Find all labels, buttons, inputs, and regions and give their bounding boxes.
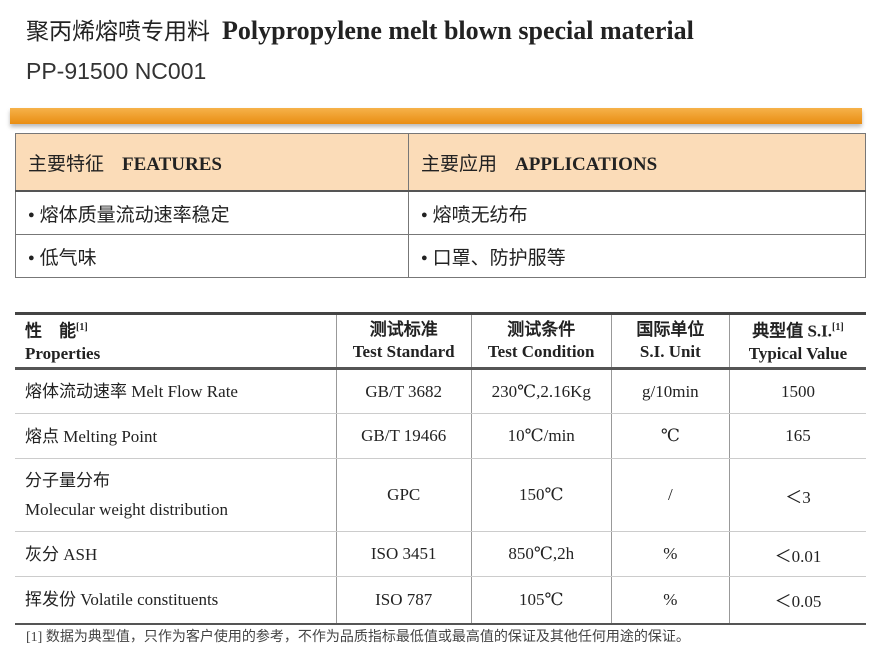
column-en: S.I. Unit: [639, 342, 701, 361]
column-zh: 典型值 S.I.: [752, 321, 833, 341]
cell-text: ＜0.05: [774, 592, 822, 612]
cell-text: 10℃/min: [507, 426, 575, 445]
property-name: 挥发份 Volatile constituents: [25, 590, 219, 610]
row: 低气味口罩、防护服等: [15, 234, 866, 278]
item: 熔体质量流动速率稳定: [15, 190, 409, 235]
column-en: Typical Value: [748, 343, 848, 363]
note-ref: [1]: [76, 322, 88, 334]
cell: 熔体流动速率 Melt Flow Rate: [15, 368, 337, 414]
cell: 165: [728, 413, 866, 459]
cell: GB/T 19466: [335, 413, 472, 459]
cell-text: g/10min: [642, 381, 699, 401]
column-en: Test Condition: [487, 342, 595, 361]
cell-text: 850℃,2h: [508, 544, 575, 563]
title-zh: 聚丙烯熔喷专用料: [26, 19, 210, 44]
column-zh: 性 能: [25, 321, 76, 341]
row: 灰分 ASH ISO 3451 850℃,2h% ＜0.01: [15, 531, 866, 577]
cell: 挥发份 Volatile constituents: [15, 576, 337, 625]
cell: %: [610, 531, 730, 577]
heading-zh: 主要应用: [421, 153, 498, 175]
row: 分子量分布 Molecular weight distribution GPC 150…: [15, 458, 866, 532]
row: 挥发份 Volatile constituents ISO 787 105℃% ＜0.…: [15, 576, 866, 625]
cell-text: ＜0.01: [774, 546, 822, 566]
footnote: [1] 数据为典型值，只作为客户使用的参考，不作为品质指标最低值或最高值的保证及…: [26, 630, 690, 645]
cell: GPC: [335, 458, 472, 532]
cell: ℃: [610, 413, 730, 459]
cell: 10℃/min: [470, 413, 612, 459]
property-name: Molecular weight distribution: [25, 500, 229, 519]
cell: 105℃: [470, 576, 612, 625]
cell: /: [610, 458, 730, 532]
cell: %: [610, 576, 730, 625]
row: 熔体流动速率 Melt Flow Rate GB/T 3682 230℃,2.16K…: [15, 368, 866, 414]
cell-text: %: [663, 589, 678, 609]
column-header: 性 能[1] Properties: [15, 312, 337, 370]
header-cell: 主要应用 APPLICATIONS: [408, 133, 866, 192]
cell: ＜0.05: [728, 576, 866, 625]
column-en: Properties: [25, 343, 101, 363]
heading-zh: 主要特征: [28, 153, 105, 175]
cell-text: ＜3: [785, 487, 811, 507]
cell: GB/T 3682: [335, 368, 472, 414]
cell-text: /: [667, 485, 673, 504]
cell-text: 105℃: [518, 589, 564, 609]
cell: ISO 787: [335, 576, 472, 625]
cell-text: 150℃: [518, 485, 564, 504]
column-zh: 测试标准: [369, 320, 438, 339]
features-table: 主要特征 FEATURES 主要应用 APPLICATIONS 熔体质量流动速率稳定…: [15, 133, 866, 278]
property-name: 灰分 ASH: [25, 544, 98, 564]
column-zh: 国际单位: [636, 320, 705, 339]
header-row: 性 能[1] Properties 测试标准 Test Standard 测试条件 Tes…: [15, 312, 866, 370]
cell: g/10min: [610, 368, 730, 414]
cell: ＜0.01: [728, 531, 866, 577]
item: 熔喷无纺布: [408, 190, 866, 235]
cell-text: GPC: [387, 485, 421, 504]
item: 低气味: [15, 234, 409, 278]
cell-text: GB/T 3682: [365, 381, 443, 401]
cell-text: 1500: [780, 381, 815, 401]
cell-text: %: [663, 544, 678, 563]
column-header: 国际单位 S.I. Unit: [610, 312, 730, 370]
product-code: PP-91500 NC001: [26, 58, 207, 84]
header-cell: 主要特征 FEATURES: [15, 133, 409, 192]
column-header: 测试条件 Test Condition: [470, 312, 612, 370]
column-header: 测试标准 Test Standard: [335, 312, 472, 370]
property-name: 熔体流动速率 Melt Flow Rate: [25, 382, 238, 401]
cell: 分子量分布 Molecular weight distribution: [15, 458, 337, 532]
column-zh: 测试条件: [507, 320, 576, 339]
header-row: 主要特征 FEATURES 主要应用 APPLICATIONS: [15, 133, 866, 192]
cell-text: ISO 787: [375, 589, 433, 609]
cell: 850℃,2h: [470, 531, 612, 577]
row: 熔体质量流动速率稳定熔喷无纺布: [15, 190, 866, 235]
cell: 灰分 ASH: [15, 531, 337, 577]
row: 熔点 Melting Point GB/T 19466 10℃/min ℃ 165: [15, 413, 866, 459]
accent-bar: [10, 108, 862, 124]
column-header: 典型值 S.I.[1] Typical Value: [728, 312, 866, 370]
cell-text: ℃: [660, 426, 680, 445]
cell: 150℃: [470, 458, 612, 532]
note-ref: [1]: [832, 322, 844, 334]
cell: ＜3: [728, 458, 866, 532]
cell: 230℃,2.16Kg: [470, 368, 612, 414]
cell-text: 165: [785, 426, 811, 445]
heading-en: FEATURES: [122, 153, 222, 175]
property-name: 熔点 Melting Point: [25, 426, 158, 446]
title-en: Polypropylene melt blown special materia…: [222, 16, 694, 45]
properties-table: 性 能[1] Properties 测试标准 Test Standard 测试条件 Tes…: [15, 312, 866, 625]
cell: 熔点 Melting Point: [15, 413, 337, 459]
cell-text: ISO 3451: [370, 544, 437, 563]
cell-text: 230℃,2.16Kg: [491, 381, 591, 401]
property-name: 分子量分布: [25, 471, 110, 490]
cell: 1500: [728, 368, 866, 414]
heading-en: APPLICATIONS: [515, 153, 658, 175]
item: 口罩、防护服等: [408, 234, 866, 278]
cell-text: GB/T 19466: [361, 426, 447, 445]
title: 聚丙烯熔喷专用料 Polypropylene melt blown special…: [26, 12, 694, 46]
column-en: Test Standard: [352, 342, 455, 361]
cell: ISO 3451: [335, 531, 472, 577]
